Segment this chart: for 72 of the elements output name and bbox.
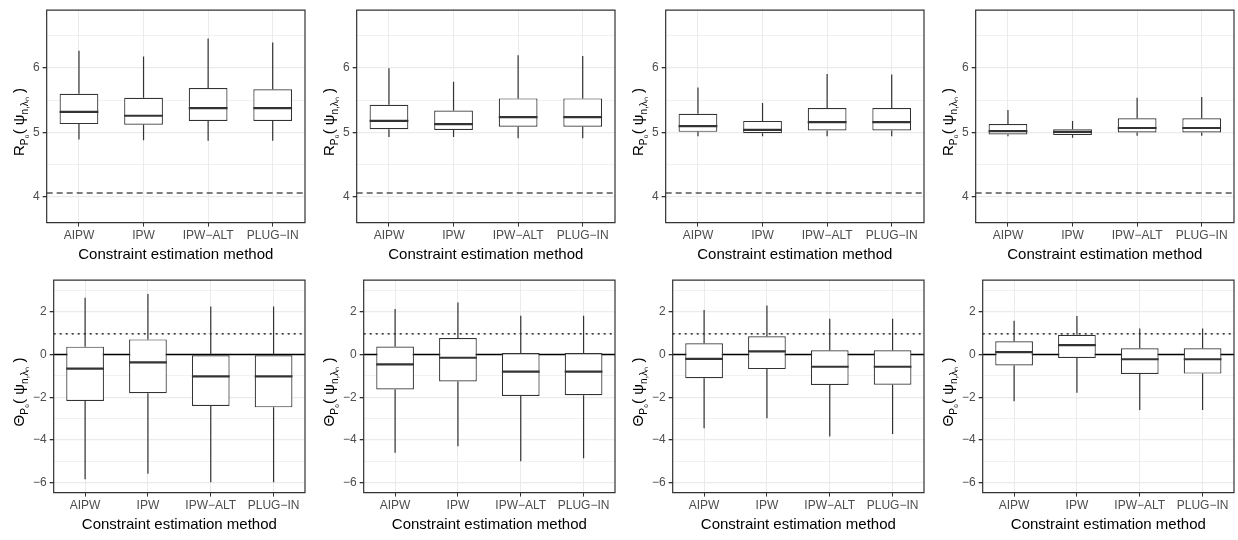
x-tick-label: IPW <box>751 228 775 243</box>
x-tick-label: AIPW <box>69 498 102 513</box>
x-tick-label: IPW−ALT <box>182 228 235 243</box>
x-tick-label: PLUG−IN <box>1176 498 1228 513</box>
x-tick-label: AIPW <box>373 228 405 243</box>
y-tick-label: 6 <box>651 60 659 75</box>
x-tick-label: IPW−ALT <box>492 228 544 243</box>
x-tick-label: PLUG−IN <box>247 498 300 513</box>
x-tick-label: AIPW <box>992 228 1024 243</box>
y-tick-label: 4 <box>342 189 350 204</box>
x-tick-label: AIPW <box>682 228 714 243</box>
x-tick-label: PLUG−IN <box>866 498 919 513</box>
x-axis-title: Constraint estimation method <box>387 245 583 263</box>
y-tick-label: −6 <box>961 475 976 490</box>
x-tick-label: AIPW <box>998 498 1030 513</box>
x-axis-title: Constraint estimation method <box>1010 515 1206 533</box>
x-tick-label: PLUG−IN <box>556 228 609 243</box>
y-tick-label: 4 <box>961 189 969 204</box>
y-tick-label: 5 <box>342 124 350 139</box>
x-tick-label: PLUG−IN <box>246 228 299 243</box>
x-tick-label: IPW−ALT <box>1113 498 1166 513</box>
x-tick-label: IPW <box>446 498 470 513</box>
y-tick-label: 2 <box>658 304 666 319</box>
x-tick-label: IPW <box>1065 498 1089 513</box>
y-tick-label: 5 <box>651 124 659 139</box>
x-axis-title: Constraint estimation method <box>391 515 587 533</box>
x-tick-label: AIPW <box>688 498 721 513</box>
y-tick-label: 4 <box>651 189 659 204</box>
y-tick-label: 5 <box>32 124 40 139</box>
x-axis-title: Constraint estimation method <box>1006 245 1202 263</box>
y-tick-label: −6 <box>651 475 666 490</box>
y-tick-label: 2 <box>39 304 47 319</box>
y-tick-label: −4 <box>961 432 976 447</box>
y-tick-label: 6 <box>342 60 350 75</box>
x-tick-label: AIPW <box>379 498 411 513</box>
y-tick-label: 0 <box>968 346 976 361</box>
x-tick-label: IPW−ALT <box>494 498 547 513</box>
y-tick-label: 0 <box>39 346 47 361</box>
y-tick-label: −6 <box>32 475 47 490</box>
x-axis-title: Constraint estimation method <box>700 515 896 533</box>
x-tick-label: IPW <box>132 228 156 243</box>
x-tick-label: IPW <box>136 498 160 513</box>
x-tick-label: PLUG−IN <box>865 228 918 243</box>
y-tick-label: −4 <box>342 432 357 447</box>
x-tick-label: IPW <box>441 228 466 243</box>
y-tick-label: 0 <box>658 346 666 361</box>
y-tick-label: −4 <box>32 432 47 447</box>
x-tick-label: IPW−ALT <box>801 228 854 243</box>
y-tick-label: 2 <box>349 304 357 319</box>
x-tick-label: AIPW <box>63 228 95 243</box>
x-tick-label: PLUG−IN <box>557 498 609 513</box>
y-tick-label: −2 <box>342 389 357 404</box>
x-tick-label: PLUG−IN <box>1175 228 1228 243</box>
y-tick-label: −6 <box>342 475 357 490</box>
x-tick-label: IPW <box>1060 228 1085 243</box>
x-axis-title: Constraint estimation method <box>81 515 277 533</box>
y-tick-label: 4 <box>32 189 40 204</box>
x-tick-label: IPW−ALT <box>1111 228 1163 243</box>
y-tick-label: 6 <box>32 60 40 75</box>
x-axis-title: Constraint estimation method <box>78 245 274 263</box>
y-tick-label: −2 <box>32 389 47 404</box>
y-tick-label: −4 <box>651 432 666 447</box>
y-tick-label: −2 <box>651 389 666 404</box>
x-axis-title: Constraint estimation method <box>697 245 893 263</box>
x-tick-label: IPW−ALT <box>185 498 237 513</box>
x-tick-label: IPW <box>755 498 779 513</box>
y-tick-label: 2 <box>968 304 976 319</box>
x-tick-label: IPW−ALT <box>804 498 856 513</box>
y-tick-label: 0 <box>349 346 357 361</box>
y-tick-label: −2 <box>961 389 976 404</box>
y-tick-label: 6 <box>961 60 969 75</box>
y-tick-label: 5 <box>961 124 969 139</box>
